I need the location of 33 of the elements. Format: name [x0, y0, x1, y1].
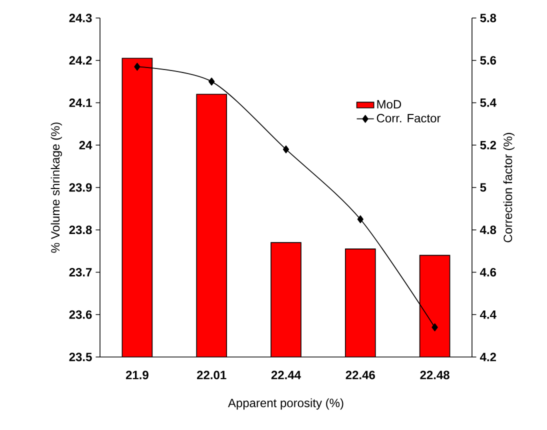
x-tick-label: 21.9 [126, 370, 148, 380]
point [134, 62, 140, 71]
y2-tick-label: 5.2 [480, 140, 496, 150]
x-tick-label: 22.01 [197, 370, 226, 380]
y-tick-label: 23.5 [69, 352, 92, 362]
y2-tick-label: 5.8 [480, 14, 496, 22]
y-axis-title: % Volume shrinkage (%) [50, 122, 62, 253]
point [208, 78, 215, 86]
point [282, 145, 290, 154]
y2-tick-label: 4.2 [480, 352, 496, 362]
legend-label: Corr. Factor [376, 114, 441, 122]
y-tick-label: 24 [79, 140, 92, 150]
y-tick-label: 23.9 [69, 183, 92, 192]
y2-tick-label: 4.8 [480, 226, 496, 234]
x-tick-label: 22.44 [271, 370, 301, 380]
point [357, 215, 364, 224]
x-axis-title: Apparent porosity (%) [228, 398, 344, 410]
y-tick-label: 23.6 [69, 310, 92, 319]
x-tick-label: 22.48 [420, 370, 450, 380]
y-tick-label: 24.1 [69, 98, 92, 107]
y-tick-label: 24.2 [69, 56, 92, 65]
y2-axis-title: Correction factor (%) [503, 132, 515, 242]
y2-tick-label: 5 [480, 183, 486, 192]
y-tick-label: 24.3 [69, 14, 92, 22]
y2-tick-label: 5.4 [480, 98, 496, 107]
point [432, 323, 438, 332]
x-tick-label: 22.46 [346, 370, 375, 380]
y2-tick-label: 5.6 [480, 56, 496, 65]
legend-label: MoD [377, 100, 402, 109]
y2-tick-label: 4.4 [480, 310, 496, 319]
y2-tick-label: 4.6 [480, 268, 496, 276]
y-tick-label: 23.7 [69, 268, 92, 276]
y-tick-label: 23.8 [69, 226, 92, 234]
